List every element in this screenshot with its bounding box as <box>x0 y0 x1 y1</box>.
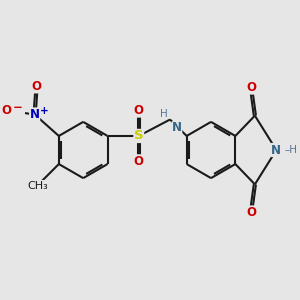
Text: N: N <box>30 108 40 121</box>
Text: −: − <box>12 101 22 114</box>
Text: S: S <box>134 129 144 142</box>
Text: N: N <box>172 122 182 134</box>
Text: –H: –H <box>285 145 298 155</box>
Text: O: O <box>246 206 256 219</box>
Text: O: O <box>32 80 42 93</box>
Text: O: O <box>246 81 256 94</box>
Text: O: O <box>134 155 144 168</box>
Text: CH₃: CH₃ <box>27 181 48 190</box>
Text: +: + <box>40 106 49 116</box>
Text: N: N <box>272 143 281 157</box>
Text: O: O <box>134 104 144 117</box>
Text: H: H <box>160 109 167 119</box>
Text: O: O <box>2 104 11 117</box>
